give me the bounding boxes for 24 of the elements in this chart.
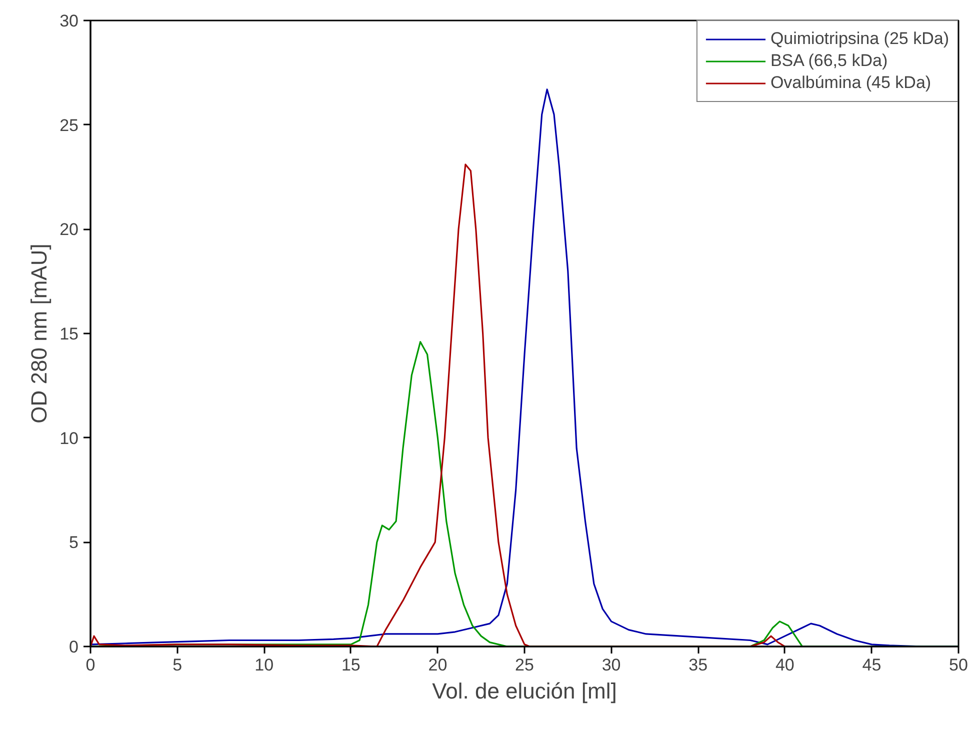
line-series xyxy=(90,164,786,646)
x-tick-label: 0 xyxy=(86,656,96,674)
x-tick-label: 25 xyxy=(515,656,534,674)
y-tick-label: 10 xyxy=(60,428,79,448)
x-tick-label: 40 xyxy=(775,656,794,674)
y-tick-label: 20 xyxy=(60,220,79,240)
legend-label: BSA (66,5 kDa) xyxy=(770,51,888,71)
x-tick-label: 45 xyxy=(862,656,882,674)
y-tick-label: 30 xyxy=(60,12,79,30)
x-tick-label: 20 xyxy=(428,656,448,674)
x-tick-label: 10 xyxy=(254,656,274,674)
legend-label: Ovalbúmina (45 kDa) xyxy=(770,73,932,93)
y-axis-title: OD 280 nm [mAU] xyxy=(26,244,52,424)
y-tick-label: 25 xyxy=(60,116,79,135)
legend-label: Quimiotripsina (25 kDa) xyxy=(770,29,949,49)
x-axis-title: Vol. de elución [ml] xyxy=(432,678,617,704)
x-tick-label: 50 xyxy=(949,656,968,674)
x-tick-label: 30 xyxy=(602,656,621,674)
y-tick-label: 15 xyxy=(60,324,79,344)
y-tick-label: 0 xyxy=(69,638,79,656)
y-tick-label: 5 xyxy=(69,533,79,552)
x-tick-label: 15 xyxy=(341,656,360,674)
x-tick-label: 5 xyxy=(172,656,182,674)
x-tick-label: 35 xyxy=(688,656,708,674)
